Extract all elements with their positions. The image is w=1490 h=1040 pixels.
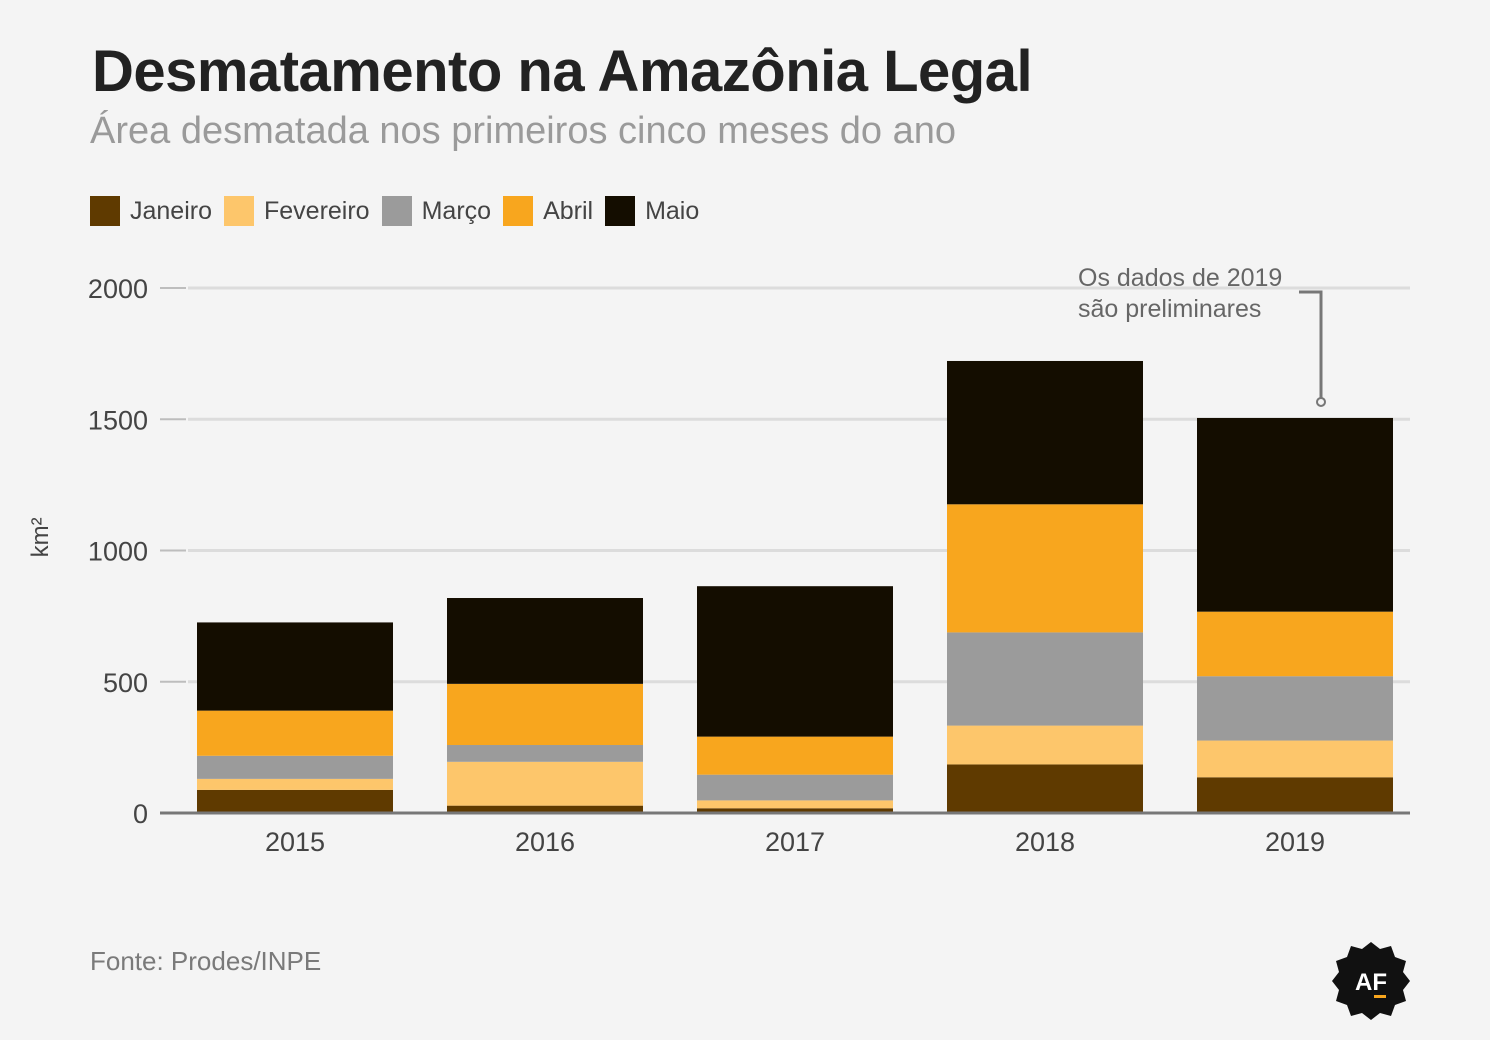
legend-label: Maio	[645, 196, 700, 225]
legend-label: Abril	[543, 196, 594, 225]
bar-segment	[1197, 740, 1393, 778]
bar-segment	[947, 725, 1143, 765]
x-tick-label: 2015	[265, 827, 325, 857]
x-tick-label: 2017	[765, 827, 825, 857]
y-tick-label: 1500	[88, 405, 148, 435]
legend-label: Fevereiro	[264, 196, 370, 225]
annotation-dot	[1316, 396, 1326, 407]
legend-item: Janeiro	[90, 196, 212, 226]
x-tick-label: 2019	[1265, 827, 1325, 857]
y-axis-label: km²	[27, 517, 54, 557]
legend-label: Março	[421, 196, 492, 225]
y-tick-label: 0	[133, 799, 148, 829]
bar-segment	[697, 736, 893, 775]
bar-segment	[947, 764, 1143, 813]
bar-segment	[197, 778, 393, 790]
bar-segment	[1197, 417, 1393, 612]
bar-segment	[947, 504, 1143, 633]
legend: Janeiro Fevereiro Março Abril Maio	[90, 196, 711, 226]
legend-swatch	[224, 196, 254, 226]
legend-swatch	[503, 196, 534, 226]
legend-item: Fevereiro	[224, 196, 370, 226]
bar-segment	[197, 789, 393, 813]
bar-segment	[947, 360, 1143, 505]
legend-item: Abril	[503, 196, 593, 226]
annotation-text: Os dados de 2019	[1078, 264, 1282, 292]
bar-segment	[697, 586, 893, 737]
bar-segment	[447, 761, 643, 806]
stacked-bar-chart: 0 500 1000 1500 2000 km² 2015 2016 2017 2018 2019 O…	[27, 264, 1410, 857]
bar-segment	[197, 710, 393, 756]
af-logo-icon: AF	[1332, 942, 1410, 1020]
bar-segment	[447, 745, 643, 762]
y-tick-label: 2000	[88, 274, 148, 304]
annotation-text: são preliminares	[1078, 295, 1261, 323]
legend-swatch	[90, 196, 120, 226]
x-tick-label: 2016	[515, 827, 575, 857]
bar-segment	[697, 774, 893, 801]
bar-segment	[947, 632, 1143, 726]
bar-segment	[1197, 777, 1393, 813]
bar-segment	[697, 800, 893, 809]
bar-segment	[447, 805, 643, 813]
source-note: Fonte: Prodes/INPE	[90, 946, 322, 976]
y-tick-label: 1000	[88, 537, 148, 567]
logo-text: AF	[1355, 969, 1387, 996]
bar-segment	[197, 755, 393, 779]
bar-segment	[197, 622, 393, 711]
y-tick-label: 500	[103, 668, 148, 698]
legend-label: Janeiro	[130, 196, 212, 225]
legend-item: Maio	[605, 196, 699, 226]
x-tick-label: 2018	[1015, 827, 1075, 857]
legend-item: Março	[381, 196, 492, 226]
chart-subtitle: Área desmatada nos primeiros cinco meses…	[90, 110, 957, 152]
legend-swatch	[605, 196, 636, 226]
bar-segment	[447, 683, 643, 746]
annotation-leader-line	[1299, 290, 1323, 402]
legend-swatch	[381, 196, 412, 226]
bar-segment	[1197, 676, 1393, 741]
bar-segment	[1197, 611, 1393, 677]
bar-segment	[697, 808, 893, 813]
chart-title: Desmatamento na Amazônia Legal	[92, 39, 1033, 104]
bar-segment	[447, 598, 643, 684]
